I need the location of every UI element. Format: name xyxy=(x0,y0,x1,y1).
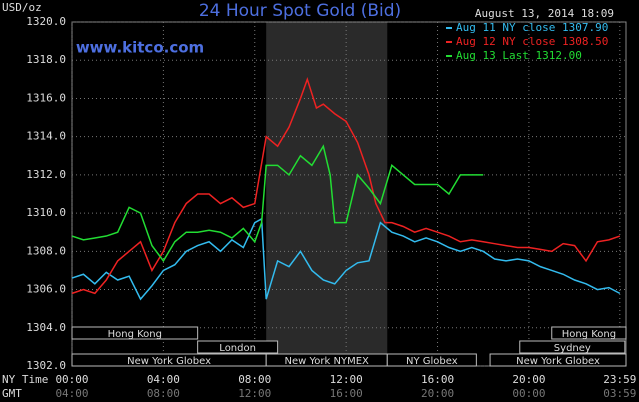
y-tick-label: 1308.0 xyxy=(26,244,66,257)
x-tick-label: 20:00 xyxy=(512,373,545,386)
session-box xyxy=(551,326,627,340)
x2-axis-label: GMT xyxy=(2,387,22,400)
y-tick-label: 1310.0 xyxy=(26,206,66,219)
session-label: London xyxy=(219,343,256,354)
x-tick-label: 23:59 xyxy=(603,373,636,386)
x-tick-label: 00:00 xyxy=(55,373,88,386)
session-label: New York Globex xyxy=(516,356,600,367)
y-tick-label: 1302.0 xyxy=(26,359,66,372)
x2-tick-label: 03:59 xyxy=(603,387,636,400)
x2-tick-label: 20:00 xyxy=(421,387,454,400)
shaded-region xyxy=(266,22,388,366)
x-axis-label: NY Time xyxy=(2,373,48,386)
session-box xyxy=(71,326,199,340)
x-tick-label: 04:00 xyxy=(147,373,180,386)
y-tick-label: 1318.0 xyxy=(26,53,66,66)
session-label: NY Globex xyxy=(406,356,458,367)
x-tick-label: 16:00 xyxy=(421,373,454,386)
date-label: August 13, 2014 18:09 xyxy=(475,7,614,20)
x2-tick-label: 00:00 xyxy=(512,387,545,400)
session-box xyxy=(197,340,279,354)
series-line xyxy=(71,76,621,295)
x-tick-label: 08:00 xyxy=(238,373,271,386)
y-tick-label: 1306.0 xyxy=(26,283,66,296)
session-box xyxy=(519,340,626,354)
series-line xyxy=(71,144,484,263)
x-tick-label: 12:00 xyxy=(330,373,363,386)
y-axis-label: USD/oz xyxy=(2,1,42,14)
y-tick-label: 1314.0 xyxy=(26,130,66,143)
session-label: New York Globex xyxy=(127,356,211,367)
x2-tick-label: 12:00 xyxy=(238,387,271,400)
x2-tick-label: 04:00 xyxy=(55,387,88,400)
x2-tick-label: 08:00 xyxy=(147,387,180,400)
subtitle: www.kitco.com xyxy=(76,39,204,57)
x2-tick-label: 16:00 xyxy=(330,387,363,400)
session-box xyxy=(386,353,477,367)
session-box xyxy=(489,353,627,367)
session-label: Hong Kong xyxy=(562,329,616,340)
legend-entry: Aug 13 Last 1312.00 xyxy=(456,49,582,62)
legend-entry: Aug 11 NY close 1307.90 xyxy=(456,21,608,34)
session-label: Hong Kong xyxy=(108,329,162,340)
y-tick-label: 1316.0 xyxy=(26,91,66,104)
legend-entry: Aug 12 NY close 1308.50 xyxy=(456,35,608,48)
y-tick-label: 1320.0 xyxy=(26,15,66,28)
session-label: New York NYMEX xyxy=(285,356,370,367)
series-line xyxy=(71,217,621,301)
session-label: Sydney xyxy=(554,343,591,354)
chart-title: 24 Hour Spot Gold (Bid) xyxy=(199,1,401,21)
y-tick-label: 1312.0 xyxy=(26,168,66,181)
y-tick-label: 1304.0 xyxy=(26,321,66,334)
